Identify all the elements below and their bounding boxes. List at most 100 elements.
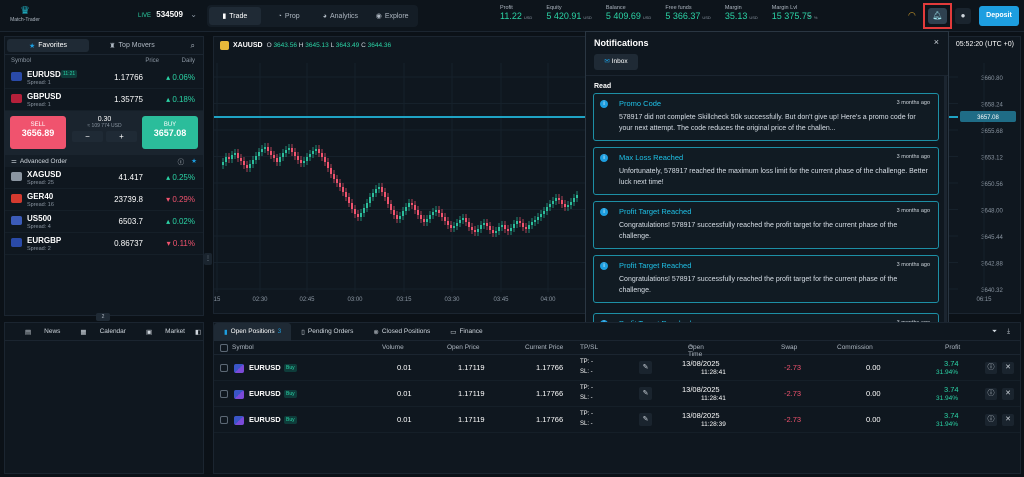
candle-body (525, 227, 527, 229)
position-open-date: 13/08/2025 (682, 385, 720, 394)
position-open-time: 11:28:39 (701, 421, 726, 428)
tab-market[interactable]: ▣ Market (145, 327, 185, 336)
tab-analytics[interactable]: ◕ Analytics (322, 12, 358, 20)
edit-icon[interactable]: ✎ (639, 413, 652, 426)
info-icon[interactable]: ⓘ (985, 362, 997, 374)
watchlist-row[interactable]: GBPUSD Spread: 1 1.35775 ▴ 0.18% (5, 89, 203, 111)
account-selector[interactable]: LIVE 534509 ⌄ (138, 10, 197, 19)
edit-icon[interactable]: ✎ (639, 387, 652, 400)
candle-body (453, 226, 455, 228)
positions-panel: ▮ Open Positions 3 ▯ Pending Orders ⊗ Closed… (213, 322, 1021, 474)
tab-favorites[interactable]: ★ Favorites (7, 39, 89, 52)
symbol-name: GER40 (27, 192, 54, 201)
watchlist-row[interactable]: GER40 Spread: 16 23739.8 ▾ 0.29% (5, 189, 203, 211)
position-row[interactable]: EURUSD Buy 0.01 1.17119 1.17766 TP: - SL… (214, 355, 1020, 381)
position-profit: 3.74 (944, 385, 959, 394)
more-tabs-icon[interactable]: ◧ (195, 328, 202, 336)
close-position-icon[interactable]: ✕ (1002, 414, 1014, 426)
info-icon: i (600, 100, 608, 108)
info-icon[interactable]: ⓘ (985, 414, 997, 426)
candle-body (291, 148, 293, 152)
notifications-highlight: 🔔︎ (923, 3, 952, 29)
tab-inbox[interactable]: ✉ Inbox (594, 54, 638, 70)
watchlist-row[interactable]: US500 Spread: 4 6503.7 ▴ 0.02% (5, 211, 203, 233)
position-row[interactable]: EURUSD Buy 0.01 1.17119 1.17766 TP: - SL… (214, 407, 1020, 433)
candle-body (396, 215, 398, 219)
notification-card[interactable]: i Profit Target Reached 3 months ago Con… (593, 255, 939, 303)
advanced-order-toggle[interactable]: ⚌ Advanced Order ⓘ ★ (5, 155, 203, 167)
close-position-icon[interactable]: ✕ (1002, 388, 1014, 400)
watchlist-row[interactable]: EURUSD 11:21 Spread: 1 1.17766 ▴ 0.06% (5, 67, 203, 89)
search-icon[interactable]: ⌕ (190, 41, 195, 50)
top-bar: ♛ Match-Trader LIVE 534509 ⌄ ▮ Trade ◔ Pro… (0, 0, 1024, 32)
brand-logo[interactable]: ♛ Match-Trader (10, 5, 40, 27)
position-profit-pct: 31.94% (936, 421, 959, 428)
tab-closed-positions[interactable]: ⊗ Closed Positions (373, 328, 431, 336)
row-checkbox[interactable] (220, 390, 228, 398)
symbol-price: 1.35775 (114, 95, 143, 104)
edit-icon[interactable]: ✎ (639, 361, 652, 374)
panel-collapse-handle[interactable]: ⋮ (204, 253, 212, 265)
tab-calendar[interactable]: ▦ Calendar (80, 327, 126, 336)
watchlist-row[interactable]: EURGBP Spread: 2 0.86737 ▾ 0.11% (5, 233, 203, 255)
download-icon[interactable]: ⤓ (1007, 327, 1010, 335)
candle-body (315, 149, 317, 151)
symbol-price: 23739.8 (114, 195, 143, 204)
filter-icon[interactable]: ⏷ (991, 327, 998, 335)
notification-card[interactable]: i Max Loss Reached 3 months ago Unfortun… (593, 147, 939, 195)
stat-value: 5 409.69 USD (605, 11, 652, 21)
chart-header: XAUUSD O 3643.56 H 3645.13 L 3643.49 C 3… (220, 41, 391, 50)
position-row[interactable]: EURUSD Buy 0.01 1.17119 1.17766 TP: - SL… (214, 381, 1020, 407)
candle-body (528, 225, 530, 229)
candle-body (234, 153, 236, 155)
row-checkbox[interactable] (220, 416, 228, 424)
tab-prop[interactable]: ◔ Prop (277, 12, 300, 20)
position-open-price: 1.17119 (458, 363, 485, 372)
deposit-button[interactable]: Deposit (979, 6, 1019, 26)
watchlist-pager[interactable]: 2 (96, 313, 110, 321)
info-icon[interactable]: ⓘ (985, 388, 997, 400)
tab-top-movers[interactable]: ♜ Top Movers (109, 42, 155, 50)
tab-finance[interactable]: ▭ Finance (450, 328, 483, 336)
info-icon[interactable]: ⓘ (177, 159, 185, 166)
tab-pending-orders[interactable]: ▯ Pending Orders (301, 328, 354, 336)
user-icon[interactable]: ● (955, 8, 971, 24)
eurusd-flag-icon (234, 416, 244, 425)
tab-trade[interactable]: ▮ Trade (209, 7, 261, 25)
chevron-down-icon[interactable]: ⌄ (806, 10, 813, 19)
notification-card[interactable]: i Profit Target Reached 3 months ago Con… (593, 201, 939, 249)
candle-body (516, 221, 518, 224)
decrease-lot-button[interactable]: − (72, 131, 103, 142)
close-icon[interactable]: × (933, 37, 939, 47)
position-sl: SL: - (580, 395, 593, 401)
favorite-star-icon[interactable]: ★ (191, 158, 197, 165)
candle-body (417, 210, 419, 215)
notifications-scrollbar[interactable] (944, 75, 947, 323)
close-position-icon[interactable]: ✕ (1002, 362, 1014, 374)
open-time-sort[interactable]: Open Time ⌃ (688, 344, 704, 358)
symbol-spread: Spread: 2 (27, 246, 51, 252)
notification-card[interactable]: i Promo Code 3 months ago 578917 did not… (593, 93, 939, 141)
watchlist-row[interactable]: XAGUSD Spread: 25 41.417 ▴ 0.25% (5, 167, 203, 189)
symbol-name: EURGBP (27, 236, 62, 245)
daily-change: ▾ 0.29% (166, 195, 195, 204)
select-all-checkbox[interactable] (220, 344, 228, 352)
candle-body (570, 202, 572, 205)
buy-button[interactable]: BUY 3657.08 (142, 116, 198, 149)
candle-body (408, 203, 410, 207)
candle-body (423, 219, 425, 222)
lot-size-value[interactable]: 0.30 (97, 116, 112, 123)
chevron-down-icon: ⌄ (190, 10, 197, 19)
tab-explore[interactable]: ◉ Explore (375, 12, 409, 21)
increase-lot-button[interactable]: + (106, 131, 137, 142)
stat-value: 11.22 USD (500, 11, 533, 21)
tab-open-positions[interactable]: ▮ Open Positions 3 (214, 322, 292, 341)
lot-notional: ≈ 109 774 USD (87, 123, 122, 129)
sell-button[interactable]: SELL 3656.89 (10, 116, 66, 149)
candle-body (312, 151, 314, 154)
bell-icon[interactable]: 🔔︎ (928, 8, 947, 24)
closed-icon: ⊗ (373, 328, 379, 336)
row-checkbox[interactable] (220, 364, 228, 372)
candle-body (294, 152, 296, 156)
tab-news[interactable]: ▤ News (25, 327, 61, 336)
